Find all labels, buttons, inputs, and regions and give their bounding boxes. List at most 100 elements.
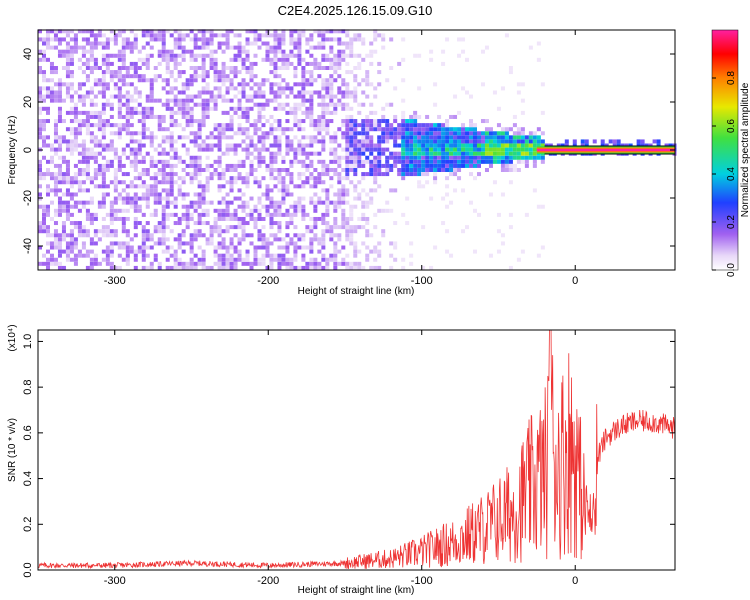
spectrogram-cell bbox=[181, 180, 186, 185]
spectrogram-cell bbox=[640, 139, 645, 144]
spectrogram-cell bbox=[265, 245, 270, 250]
spectrogram-cell bbox=[201, 61, 206, 66]
spectrogram-cell bbox=[441, 155, 446, 160]
spectrogram-cell bbox=[93, 82, 98, 87]
spectrogram-cell bbox=[101, 41, 106, 46]
spectrogram-cell bbox=[149, 212, 154, 217]
spectrogram-cell bbox=[177, 257, 182, 262]
spectrogram-cell bbox=[161, 29, 166, 34]
spectrogram-cell bbox=[229, 66, 234, 70]
spectrogram-cell bbox=[528, 139, 533, 144]
spectrogram-cell bbox=[113, 229, 118, 234]
spectrogram-cell bbox=[173, 61, 178, 66]
spectrogram-cell bbox=[217, 253, 222, 258]
spectrogram-cell bbox=[333, 147, 338, 152]
spectrogram-cell bbox=[357, 110, 362, 115]
spectrogram-cell bbox=[317, 159, 322, 164]
spectrogram-cell bbox=[69, 139, 74, 144]
spectrogram-cell bbox=[349, 261, 354, 266]
spectrogram-cell bbox=[305, 245, 310, 250]
spectrogram-cell bbox=[81, 123, 86, 128]
spectrogram-cell bbox=[149, 245, 154, 250]
spectrogram-cell bbox=[61, 249, 66, 254]
spectrogram-cell bbox=[105, 249, 110, 254]
spectrogram-cell bbox=[165, 212, 170, 217]
spectrogram-cell bbox=[161, 127, 166, 132]
spectrogram-cell bbox=[113, 131, 118, 136]
spectrogram-cell bbox=[453, 188, 458, 193]
spectrogram-cell bbox=[353, 98, 358, 103]
spectrogram-cell bbox=[197, 204, 202, 209]
spectrogram-cell bbox=[81, 147, 86, 152]
spectrogram-cell bbox=[125, 233, 130, 238]
spectrogram-cell bbox=[269, 45, 274, 50]
spectrogram-cell bbox=[205, 188, 210, 193]
spectrogram-cell bbox=[73, 45, 78, 50]
spectrogram-cell bbox=[189, 204, 194, 209]
spectrogram-cell bbox=[389, 135, 394, 140]
spectrogram-cell bbox=[237, 45, 242, 50]
spectrogram-cell bbox=[85, 155, 90, 160]
spectrogram-cell bbox=[433, 155, 438, 160]
spectrogram-cell bbox=[512, 151, 517, 156]
spectrogram-cell bbox=[321, 119, 326, 124]
spectrogram-cell bbox=[45, 208, 50, 213]
spectrogram-cell bbox=[177, 106, 182, 111]
spectrogram-cell bbox=[225, 257, 230, 262]
spectrogram-cell bbox=[45, 184, 50, 189]
spectrogram-cell bbox=[313, 139, 318, 144]
x-tick-label: -300 bbox=[104, 575, 126, 587]
spectrogram-cell bbox=[397, 155, 402, 160]
spectrogram-cell bbox=[281, 200, 286, 205]
spectrogram-cell bbox=[61, 237, 66, 242]
spectrogram-cell bbox=[417, 123, 422, 128]
spectrogram-cell bbox=[89, 131, 94, 136]
spectrogram-cell bbox=[333, 261, 338, 266]
spectrogram-cell bbox=[121, 151, 126, 156]
spectrogram-cell bbox=[41, 261, 46, 266]
spectrogram-cell bbox=[369, 196, 374, 201]
spectrogram-cell bbox=[237, 257, 242, 262]
spectrogram-cell bbox=[85, 29, 90, 34]
spectrogram-cell bbox=[193, 102, 198, 107]
spectrogram-cell bbox=[89, 57, 94, 62]
spectrogram-cell bbox=[245, 176, 250, 181]
spectrogram-cell bbox=[333, 225, 338, 230]
spectrogram-cell bbox=[101, 192, 106, 197]
spectrogram-cell bbox=[85, 90, 90, 95]
spectrogram-cell bbox=[109, 180, 114, 185]
spectrogram-cell bbox=[89, 196, 94, 201]
spectrogram-cell bbox=[273, 33, 278, 38]
spectrogram-cell bbox=[237, 70, 242, 75]
spectrogram-cell bbox=[153, 184, 158, 189]
spectrogram-cell bbox=[197, 102, 202, 107]
spectrogram-cell bbox=[141, 155, 146, 160]
spectrogram-cell bbox=[89, 90, 94, 95]
spectrogram-cell bbox=[181, 37, 186, 42]
spectrogram-cell bbox=[49, 245, 54, 250]
spectrogram-cell bbox=[133, 257, 138, 262]
spectrogram-cell bbox=[189, 78, 194, 83]
spectrogram-cell bbox=[165, 265, 170, 270]
spectrogram-cell bbox=[97, 143, 102, 148]
spectrogram-cell bbox=[297, 237, 302, 242]
spectrogram-cell bbox=[421, 159, 426, 164]
spectrogram-cell bbox=[289, 180, 294, 185]
spectrogram-cell bbox=[125, 245, 130, 250]
spectrogram-cell bbox=[201, 188, 206, 193]
spectrogram-cell bbox=[169, 147, 174, 152]
spectrogram-cell bbox=[125, 208, 130, 213]
spectrogram-cell bbox=[361, 204, 366, 209]
spectrogram-cell bbox=[405, 135, 410, 140]
spectrogram-cell bbox=[353, 94, 358, 99]
spectrogram-cell bbox=[241, 45, 246, 50]
spectrogram-cell bbox=[385, 168, 390, 172]
spectrogram-cell bbox=[93, 102, 98, 107]
spectrogram-cell bbox=[309, 196, 314, 201]
spectrogram-cell bbox=[345, 131, 350, 136]
spectrogram-cell bbox=[413, 143, 418, 148]
spectrogram-cell bbox=[237, 225, 242, 230]
spectrogram-cell bbox=[473, 147, 478, 152]
spectrogram-cell bbox=[353, 265, 358, 270]
spectrogram-cell bbox=[425, 180, 430, 185]
